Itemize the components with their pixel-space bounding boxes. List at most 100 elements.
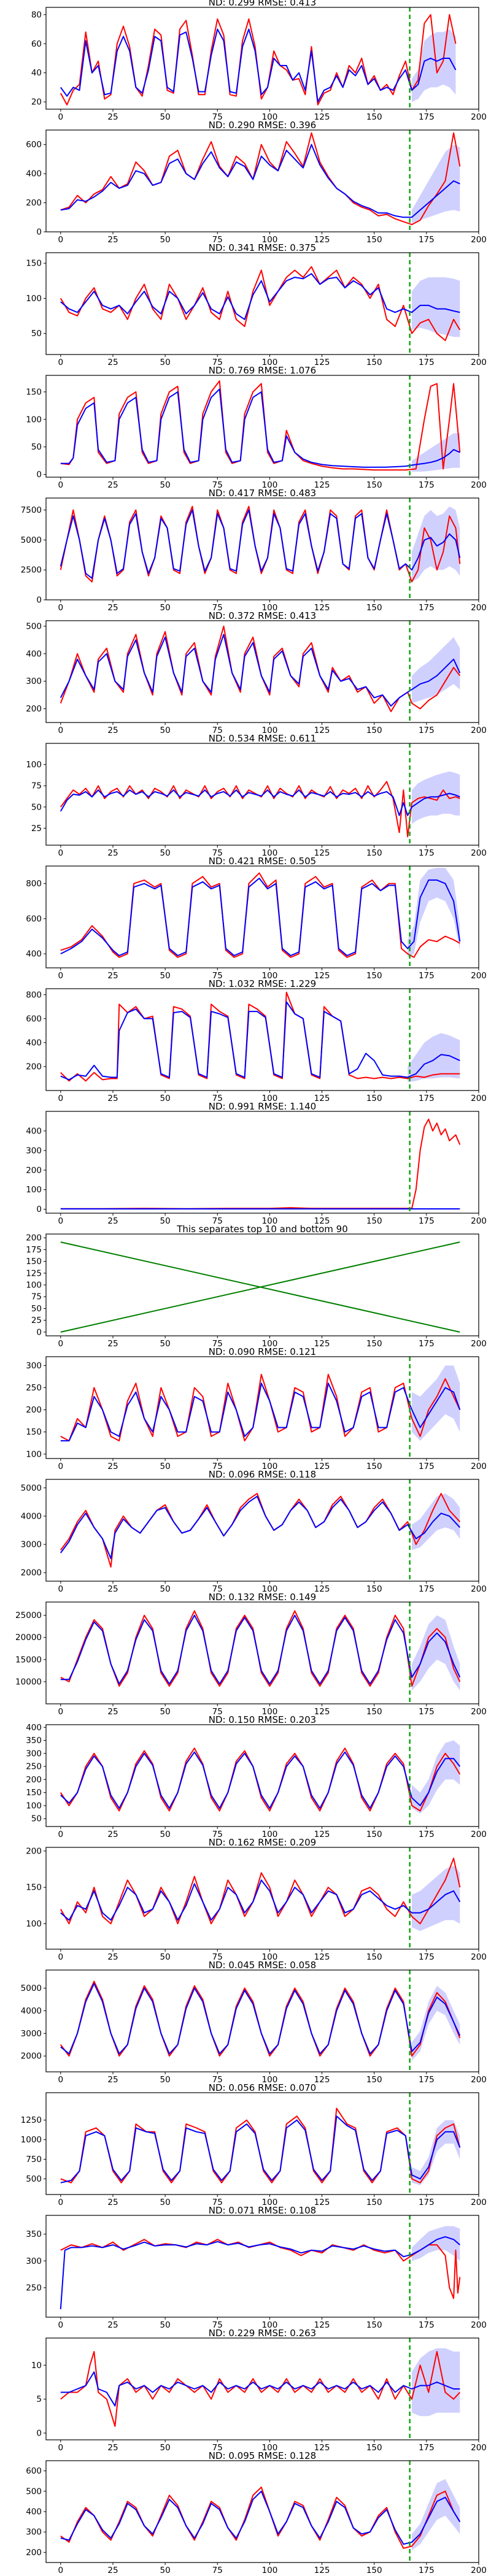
- x-tick-label: 100: [262, 112, 278, 122]
- x-tick-label: 50: [160, 2443, 171, 2453]
- confidence-band: [412, 1740, 460, 1814]
- chart-title: ND: 0.095 RMSE: 0.128: [209, 2450, 316, 2461]
- chart-title: ND: 0.421 RMSE: 0.505: [209, 856, 316, 867]
- chart-title: ND: 0.341 RMSE: 0.375: [209, 242, 316, 253]
- y-tick-label: 20: [31, 98, 42, 107]
- x-tick-label: 75: [212, 1707, 223, 1717]
- x-tick-label: 150: [366, 603, 382, 613]
- y-tick-label: 200: [26, 1165, 42, 1175]
- y-tick-label: 300: [26, 1749, 42, 1758]
- x-tick-label: 125: [314, 2320, 330, 2330]
- x-tick-label: 75: [212, 1216, 223, 1226]
- x-tick-label: 50: [160, 2075, 171, 2085]
- series-line-red: [60, 1857, 461, 1925]
- x-tick-label: 175: [419, 112, 435, 122]
- x-tick-label: 75: [212, 1462, 223, 1471]
- x-tick-label: 25: [107, 1462, 118, 1471]
- x-tick-label: 0: [58, 2566, 64, 2575]
- series-line-blue: [60, 1983, 461, 2055]
- series-line-blue: [60, 273, 460, 320]
- series-line-red: [60, 626, 461, 713]
- chart-panel: ND: 0.096 RMSE: 0.118 0 25 50 75 100 125 150 175…: [21, 1469, 487, 1594]
- series-line-blue: [60, 2236, 460, 2309]
- x-tick-label: 25: [107, 1339, 118, 1349]
- plot-area: [60, 1111, 461, 1213]
- chart-title: ND: 0.071 RMSE: 0.108: [209, 2205, 316, 2216]
- chart-panel: ND: 0.056 RMSE: 0.070 0 25 50 75 100 125 150 175…: [21, 2082, 487, 2207]
- y-tick-label: 50: [31, 442, 42, 452]
- plot-area: [60, 743, 460, 845]
- y-tick-label: 150: [26, 259, 42, 269]
- x-tick-label: 25: [107, 1584, 118, 1594]
- x-tick-label: 50: [160, 1584, 171, 1594]
- x-tick-label: 175: [419, 1216, 435, 1226]
- y-tick-label: 2000: [21, 2052, 42, 2061]
- y-tick-label: 300: [26, 1361, 42, 1371]
- x-tick-label: 0: [58, 112, 64, 122]
- y-tick-label: 400: [26, 2507, 42, 2517]
- series-line-blue: [60, 878, 461, 956]
- x-tick-label: 100: [262, 2198, 278, 2207]
- series-line-blue: [60, 2490, 461, 2545]
- y-tick-label: 25: [31, 824, 42, 834]
- plot-area: [60, 621, 461, 723]
- y-tick-label: 20000: [15, 1633, 42, 1643]
- x-tick-label: 200: [471, 235, 487, 245]
- x-tick-label: 100: [262, 358, 278, 367]
- x-tick-label: 100: [262, 1094, 278, 1103]
- y-tick-label: 0: [36, 596, 42, 605]
- confidence-band: [412, 1985, 460, 2061]
- x-tick-label: 125: [314, 1216, 330, 1226]
- x-tick-label: 200: [471, 480, 487, 490]
- x-tick-label: 125: [314, 1462, 330, 1471]
- x-tick-label: 75: [212, 1584, 223, 1594]
- y-tick-label: 3000: [21, 2029, 42, 2039]
- x-tick-label: 200: [471, 726, 487, 735]
- x-tick-label: 50: [160, 2320, 171, 2330]
- x-tick-label: 25: [107, 2443, 118, 2453]
- series-line-red: [60, 132, 461, 226]
- x-tick-label: 150: [366, 1339, 382, 1349]
- chart-title: ND: 1.032 RMSE: 1.229: [209, 978, 316, 989]
- chart-panel: This separates top 10 and bottom 90 0 25 50…: [26, 1224, 487, 1349]
- chart-title: ND: 0.056 RMSE: 0.070: [209, 2082, 316, 2093]
- plot-area: [60, 1479, 461, 1581]
- x-tick-label: 75: [212, 2075, 223, 2085]
- series-line-blue: [60, 634, 461, 707]
- axes-frame: [45, 7, 479, 110]
- y-tick-label: 250: [26, 1383, 42, 1393]
- x-tick-label: 100: [262, 480, 278, 490]
- chart-panel: ND: 1.032 RMSE: 1.229 0 25 50 75 100 125 150 175…: [26, 978, 487, 1103]
- x-tick-label: 75: [212, 848, 223, 858]
- x-tick-label: 0: [58, 1094, 64, 1103]
- confidence-band: [408, 867, 460, 957]
- x-tick-label: 100: [262, 1339, 278, 1349]
- x-tick-label: 125: [314, 1707, 330, 1717]
- axes-frame: [45, 743, 479, 846]
- x-tick-label: 0: [58, 2443, 64, 2453]
- plot-area: [60, 7, 457, 109]
- x-tick-label: 100: [262, 971, 278, 981]
- plot-area: [60, 130, 461, 232]
- x-tick-label: 150: [366, 1216, 382, 1226]
- y-tick-label: 75: [31, 1292, 42, 1302]
- plot-area: [60, 1241, 460, 1333]
- chart-panel: ND: 0.150 RMSE: 0.203 0 25 50 75 100 125 150 175…: [26, 1714, 487, 1839]
- x-tick-label: 125: [314, 112, 330, 122]
- y-tick-label: 0: [36, 470, 42, 480]
- x-tick-label: 200: [471, 848, 487, 858]
- x-tick-label: 75: [212, 726, 223, 735]
- x-tick-label: 50: [160, 1707, 171, 1717]
- chart-title: ND: 0.290 RMSE: 0.396: [209, 120, 316, 131]
- chart-panel: ND: 0.071 RMSE: 0.108 0 25 50 75 100 125 150 175…: [26, 2205, 487, 2330]
- x-tick-label: 50: [160, 1462, 171, 1471]
- x-tick-label: 100: [262, 235, 278, 245]
- y-tick-label: 800: [26, 879, 42, 889]
- y-tick-label: 400: [26, 1723, 42, 1733]
- x-tick-label: 175: [419, 1094, 435, 1103]
- confidence-band: [408, 1033, 460, 1083]
- x-tick-label: 200: [471, 1584, 487, 1594]
- x-tick-label: 25: [107, 1707, 118, 1717]
- x-tick-label: 100: [262, 2075, 278, 2085]
- y-tick-label: 100: [26, 415, 42, 424]
